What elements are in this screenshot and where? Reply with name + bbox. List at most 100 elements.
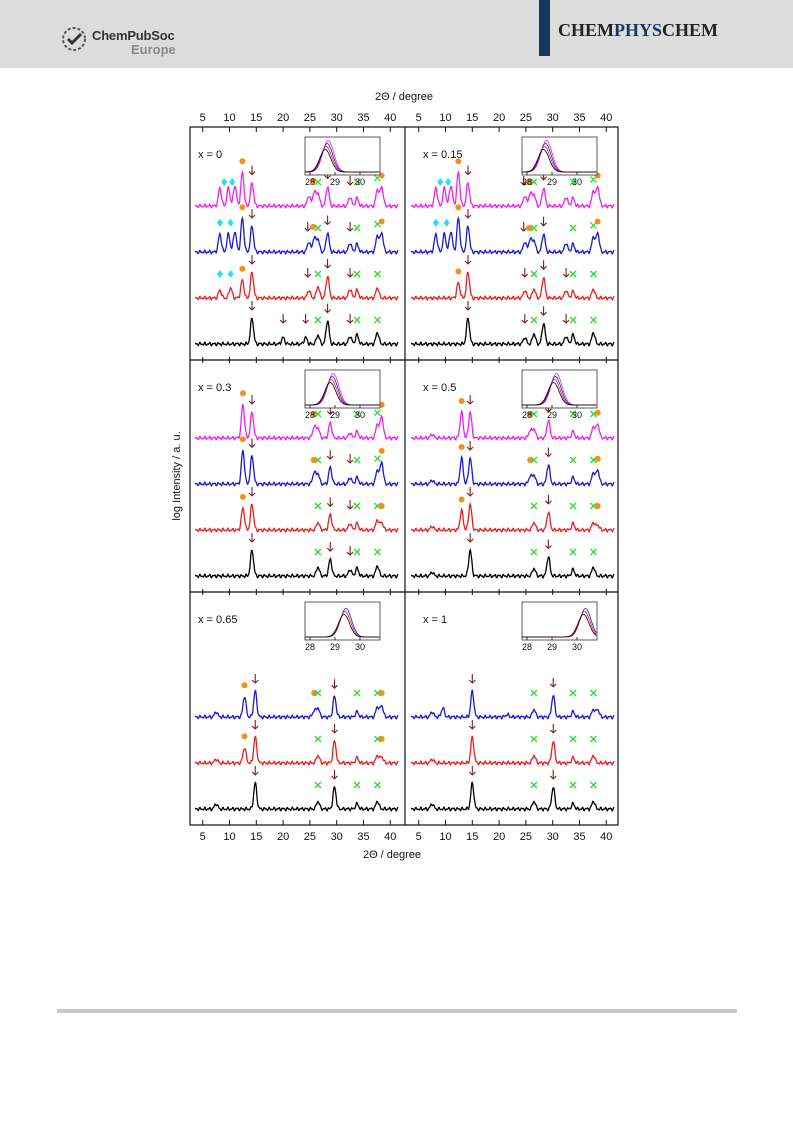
orange-dot-marker [594,218,601,225]
green-x-marker [569,270,577,278]
green-x-marker [353,224,361,232]
xrd-curve-0 [410,547,615,580]
orange-dot-marker [378,218,385,225]
xrd-panel-3: x = 0.5 28 29 30 [410,369,615,580]
inset-tick-label: 29 [330,642,340,652]
inset: 28 29 30 [304,136,381,187]
bottom-tick-label: 15 [250,831,262,843]
bottom-tick-label: 35 [573,831,585,843]
top-tick-label: 15 [466,112,478,124]
peak-arrow-marker [326,450,334,460]
peak-arrow-marker [346,500,354,510]
peak-arrow-marker [346,454,354,464]
inset-frame [521,601,598,641]
inset-curve [305,149,380,173]
inset-curve [522,149,597,173]
green-x-marker [353,410,361,418]
peak-arrow-marker [248,438,256,449]
peak-arrow-marker [331,723,338,734]
peak-arrow-marker [248,301,256,311]
xrd-curve-0 [194,549,399,579]
peak-arrow-marker [466,487,474,497]
green-x-marker [373,735,381,743]
xrd-panel-1: x = 0.15 28 29 30 [410,136,615,347]
peak-arrow-marker [466,533,474,543]
green-x-marker [373,316,381,324]
bottom-tick-label: 40 [384,831,396,843]
green-x-marker [373,502,381,510]
orange-dot-marker [455,268,462,275]
y-axis-label: log Intensity / a. u. [171,431,183,520]
inset-tick-label: 30 [355,410,365,420]
xrd-curve-3 [194,403,399,441]
peak-arrow-marker [540,306,547,316]
green-x-marker [569,689,577,697]
cyan-diamond-marker [216,270,223,278]
inset-curve [305,614,380,638]
orange-dot-marker [239,265,246,272]
xrd-curve-1 [410,501,615,534]
green-x-marker [589,502,597,510]
orange-dot-marker [526,179,533,185]
peak-arrow-marker [468,674,476,684]
peak-arrow-marker [468,766,476,776]
panel-label: x = 0.3 [198,382,231,394]
peak-arrow-marker [346,176,354,186]
xrd-curve-3 [410,408,615,442]
inset-tick-label: 30 [572,177,582,187]
peak-arrow-marker [545,539,552,550]
journal-title-accent: PHYS [614,20,663,40]
green-x-marker [530,735,538,743]
peak-arrow-marker [326,542,334,552]
xrd-curve-0 [194,781,399,813]
green-x-marker [373,548,381,556]
top-tick-label: 35 [357,112,369,124]
top-tick-label: 20 [277,112,289,124]
inset-curve [522,614,597,638]
green-x-marker [353,456,361,464]
top-tick-label: 35 [573,112,585,124]
phase-markers [432,158,601,324]
top-tick-label: 5 [416,112,422,124]
peak-arrow-marker [346,268,354,278]
orange-dot-marker [458,496,465,503]
xrd-curve-1 [410,735,615,767]
xrd-panel-4: x = 0.65 28 29 30 [194,601,399,813]
phase-markers [458,395,601,556]
green-x-marker [353,316,361,324]
inset: 28 29 30 [304,601,381,652]
xrd-curve-2 [410,454,615,488]
orange-dot-marker [594,503,601,509]
peak-arrow-marker [324,215,331,226]
peak-arrow-marker [326,497,334,508]
publisher-subtitle: Europe [131,42,176,57]
panel-label: x = 1 [423,614,447,626]
bottom-tick-label: 15 [466,831,478,843]
xrd-curve-0 [410,781,615,813]
cyan-diamond-marker [216,218,223,227]
peak-arrow-marker [521,268,529,278]
inset: 28 29 30 [521,369,598,420]
peak-arrow-marker [346,314,354,324]
green-x-marker [353,781,361,789]
orange-dot-marker [241,682,248,689]
peak-arrow-marker [545,447,552,458]
green-x-marker [353,502,361,510]
phase-markers [216,158,385,324]
inset-tick-label: 30 [355,177,365,187]
orange-dot-marker [241,733,248,740]
inset-tick-label: 30 [355,642,365,652]
green-x-marker [314,781,322,789]
xrd-panel-5: x = 1 28 29 30 [410,601,615,813]
green-x-marker [589,689,597,697]
journal-title: CHEMPHYSCHEM [558,20,718,41]
green-x-marker [373,781,381,789]
green-x-marker [373,455,381,463]
peak-arrow-marker [464,165,472,176]
green-x-marker [353,270,361,278]
inset-tick-label: 28 [522,410,532,420]
inset-tick-label: 29 [547,410,557,420]
green-x-marker [530,224,538,232]
peak-arrow-marker [520,222,528,232]
peak-arrow-marker [324,258,331,269]
